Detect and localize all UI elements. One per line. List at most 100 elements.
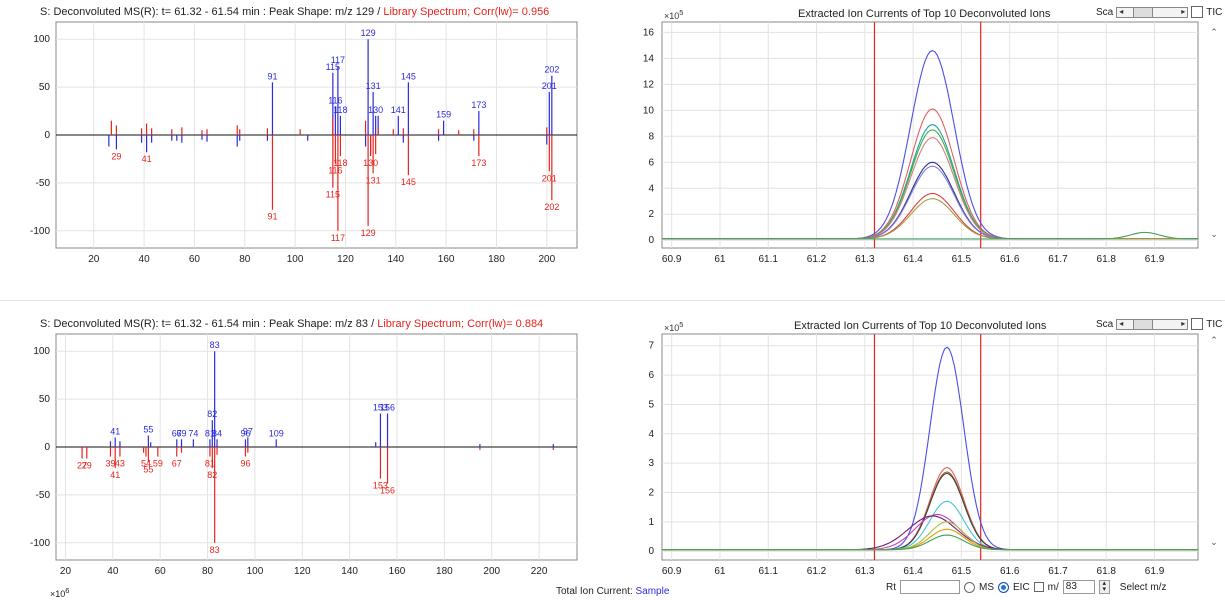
tic-caption-label: Total Ion Current: — [556, 586, 633, 597]
peak-label: 83 — [210, 545, 220, 555]
tic-caption-value: Sample — [635, 586, 670, 597]
eic-panel-bottom: ×105 Extracted Ion Currents of Top 10 De… — [612, 312, 1225, 582]
x-tick-label: 40 — [107, 566, 119, 577]
ms-radio-label: MS — [979, 581, 994, 593]
scroll-right-icon[interactable]: ▸ — [1181, 6, 1186, 16]
x-tick-label: 61.8 — [1097, 566, 1117, 577]
peak-label: 130 — [363, 158, 378, 168]
scroll-thumb[interactable] — [1133, 7, 1154, 17]
peak-label: 67 — [172, 428, 182, 438]
peak-label: 55 — [143, 464, 153, 474]
x-tick-label: 160 — [389, 566, 406, 577]
peak-label: 145 — [401, 71, 416, 81]
y-tick-label: 2 — [648, 487, 654, 498]
mz-spinner[interactable]: ▴ ▾ — [1098, 580, 1110, 594]
eic-exp-power: 5 — [679, 320, 684, 329]
scroll-right-icon[interactable]: ▸ — [1181, 318, 1186, 328]
peak-label: 29 — [82, 460, 92, 470]
peak-label: 129 — [361, 228, 376, 238]
peak-label: 43 — [115, 459, 125, 469]
tic-checkbox[interactable] — [1191, 6, 1204, 18]
x-tick-label: 61 — [714, 254, 726, 265]
scroll-thumb[interactable] — [1133, 319, 1154, 329]
y-tick-label: 4 — [648, 429, 654, 440]
ms-spectrum-chart-top[interactable]: 20 40 60 80 100 120 140 160 180 200 100 50 0 -50 -100 9… — [0, 0, 612, 270]
peak-label: 82 — [207, 409, 217, 419]
x-tick-label: 200 — [538, 254, 555, 265]
y-tick-label: 7 — [648, 341, 654, 352]
peak-label: 153 — [373, 402, 388, 412]
x-tick-label: 60 — [189, 254, 201, 265]
y-tick-label: 100 — [33, 34, 50, 45]
peak-label: 55 — [143, 425, 153, 435]
y-tick-label: 8 — [648, 131, 654, 142]
scale-scrollbar[interactable]: ◂ ▸ — [1116, 6, 1189, 18]
peak-label: 81 — [205, 459, 215, 469]
tic-exp-power: 6 — [65, 586, 70, 595]
y-tick-label: 6 — [648, 157, 654, 168]
x-tick-label: 61.6 — [1000, 254, 1020, 265]
x-tick-label: 61.5 — [952, 254, 972, 265]
peak-label: 118 — [333, 158, 347, 168]
eic-controls: Rt MS EIC m/ 83 ▴ ▾ Select m/z — [886, 580, 1166, 594]
eic-chart-bottom[interactable]: 60.9 61 61.1 61.2 61.3 61.4 61.5 61.6 61.7 61.8 61… — [612, 312, 1225, 582]
ms-spectrum-chart-bottom[interactable]: 20 40 60 80 100 120 140 160 180 200 220 100 50 0 -50 -1… — [0, 312, 612, 582]
x-tick-label: 61.4 — [903, 254, 923, 265]
row-divider — [0, 300, 1225, 301]
eic-scale-control-top[interactable]: Sca ◂ ▸ TIC — [1096, 6, 1225, 18]
plot-frame — [661, 21, 1199, 249]
scroll-left-icon[interactable]: ◂ — [1119, 318, 1124, 328]
tic-caption: Total Ion Current: Sample — [556, 586, 669, 597]
peak-label: 41 — [110, 426, 120, 436]
select-mz-label[interactable]: Select m/z — [1119, 581, 1167, 593]
collapse-down-icon[interactable]: ⌄ — [1210, 537, 1218, 547]
y-tick-label: 50 — [39, 394, 51, 405]
x-tick-label: 61.7 — [1048, 254, 1068, 265]
x-tick-label: 100 — [247, 566, 264, 577]
x-tick-label: 40 — [139, 254, 151, 265]
peak-label: 96 — [240, 428, 250, 438]
ms-title-prefix: S: Deconvoluted MS(R): t= 61.32 - 61.54 … — [40, 6, 384, 18]
eic-radio[interactable] — [998, 581, 1009, 593]
rt-input[interactable] — [900, 580, 960, 594]
peak-label: 81 — [205, 428, 215, 438]
scroll-left-icon[interactable]: ◂ — [1119, 6, 1124, 16]
x-tick-label: 61.3 — [855, 566, 875, 577]
eic-scale-control-bottom[interactable]: Sca ◂ ▸ TIC — [1096, 318, 1225, 330]
peak-label: 54 — [141, 459, 151, 469]
y-tick-label: 4 — [648, 183, 654, 194]
tic-checkbox[interactable] — [1191, 318, 1204, 330]
ms-radio[interactable] — [964, 581, 975, 593]
peak-label: 201 — [542, 81, 557, 91]
peak-label: 117 — [331, 55, 345, 65]
peak-label: 29 — [111, 151, 121, 161]
peak-label: 202 — [544, 65, 559, 75]
hidden-checkbox[interactable] — [1033, 582, 1044, 592]
ion-trace — [662, 231, 1198, 240]
peak-label: 115 — [326, 190, 340, 200]
peak-label: 117 — [331, 233, 345, 243]
tic-exp-base: ×10 — [50, 589, 66, 599]
collapse-up-icon[interactable]: ⌃ — [1210, 27, 1218, 37]
peak-label: 67 — [172, 459, 182, 469]
ion-trace — [662, 534, 1198, 551]
y-tick-label: 3 — [648, 458, 654, 469]
collapse-down-icon[interactable]: ⌄ — [1210, 229, 1218, 239]
eic-chart-top[interactable]: 60.9 61 61.1 61.2 61.3 61.4 61.5 61.6 61.7 61.8 61… — [612, 0, 1225, 270]
x-tick-label: 60 — [155, 566, 167, 577]
peak-label: 156 — [380, 402, 395, 412]
collapse-up-icon[interactable]: ⌃ — [1210, 335, 1218, 345]
eic-exp-power: 5 — [679, 8, 684, 17]
mz-input[interactable]: 83 — [1062, 580, 1095, 594]
peak-label: 173 — [471, 100, 486, 110]
y-tick-label: 0 — [648, 235, 654, 246]
y-tick-label: 100 — [33, 346, 50, 357]
y-tick-label: 2 — [648, 209, 654, 220]
x-tick-label: 200 — [483, 566, 500, 577]
peak-label: 74 — [188, 428, 198, 438]
scale-scrollbar[interactable]: ◂ ▸ — [1116, 318, 1189, 330]
x-tick-label: 100 — [287, 254, 304, 265]
y-tick-label: 10 — [643, 105, 655, 116]
x-tick-label: 120 — [337, 254, 354, 265]
ms-panel-top: S: Deconvoluted MS(R): t= 61.32 - 61.54 … — [0, 0, 612, 270]
